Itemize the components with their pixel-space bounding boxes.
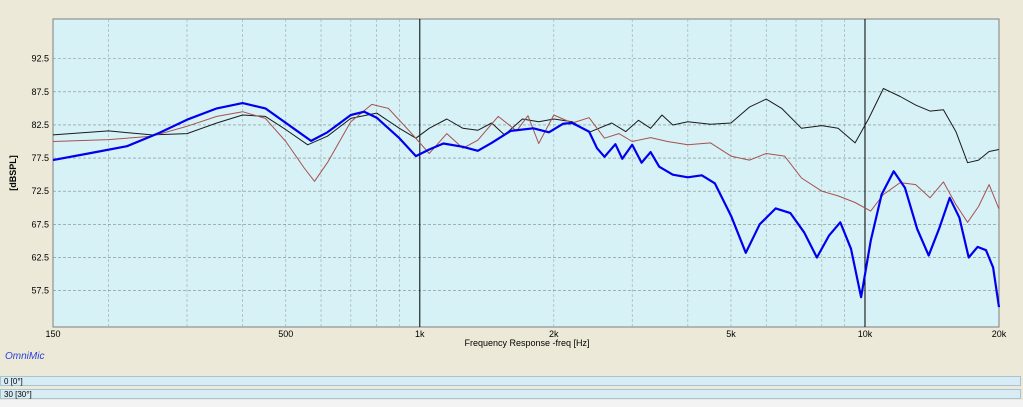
x-tick-label: 5k — [726, 329, 736, 339]
y-tick-label: 67.5 — [31, 219, 49, 229]
chart-svg: 150 500 1k 2k 5k 10k 20k 57.5 62.5 67.5 72.5 77.5 82… — [8, 18, 1007, 348]
legend-row[interactable]: 30 [30°] — [0, 389, 1021, 399]
x-tick-label: 20k — [992, 329, 1007, 339]
tick-labels: 150 500 1k 2k 5k 10k 20k 57.5 62.5 67.5 72.5 77.5 82… — [31, 54, 1006, 339]
omnimic-brand: OmniMic — [5, 351, 45, 362]
y-tick-label: 82.5 — [31, 120, 49, 130]
x-tick-label: 1k — [415, 329, 425, 339]
series-line — [52, 88, 1000, 164]
series-layer — [52, 88, 1001, 308]
series-line — [52, 103, 1000, 223]
y-tick-label: 62.5 — [31, 252, 49, 262]
status-strip — [0, 400, 1023, 407]
y-tick-label: 57.5 — [31, 286, 49, 296]
x-tick-label: 10k — [858, 329, 873, 339]
series-line — [52, 102, 1001, 308]
grid — [53, 19, 999, 327]
y-tick-label: 77.5 — [31, 153, 49, 163]
y-tick-label: 87.5 — [31, 87, 49, 97]
x-tick-label: 500 — [278, 329, 293, 339]
y-tick-label: 92.5 — [31, 54, 49, 64]
x-axis-label: Frequency Response -freq [Hz] — [464, 338, 589, 348]
x-tick-label: 150 — [45, 329, 60, 339]
y-axis-label: [dBSPL] — [8, 155, 18, 191]
plot-background — [52, 18, 1000, 328]
x-tick-label: 2k — [549, 329, 559, 339]
legend-row[interactable]: 0 [0°] — [0, 376, 1021, 386]
y-tick-label: 72.5 — [31, 186, 49, 196]
